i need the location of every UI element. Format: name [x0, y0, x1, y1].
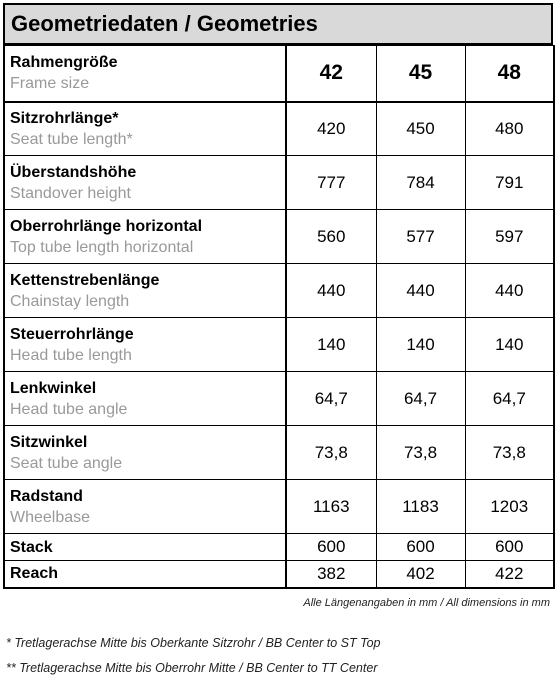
table-row: Stack 600 600 600: [3, 533, 555, 561]
table-row: Oberrohrlänge horizontal Top tube length…: [3, 209, 555, 264]
size-header: 48: [464, 45, 555, 103]
row-label-en: Top tube length horizontal: [10, 238, 194, 256]
row-label: Oberrohrlänge horizontal Top tube length…: [3, 209, 287, 264]
size-header: 45: [375, 45, 466, 103]
table-cell: 140: [375, 317, 466, 372]
table-cell: 140: [464, 317, 555, 372]
table-cell: 600: [464, 533, 555, 561]
footnote: ** Tretlagerachse Mitte bis Oberrohr Mit…: [6, 661, 378, 675]
row-label-de: Stack: [10, 538, 53, 556]
table-cell: 140: [285, 317, 377, 372]
size-header: 42: [285, 45, 377, 103]
table-cell: 791: [464, 155, 555, 210]
table-cell: 600: [285, 533, 377, 561]
table-cell: 1163: [285, 479, 377, 534]
row-label: Überstandshöhe Standover height: [3, 155, 287, 210]
table-cell: 64,7: [285, 371, 377, 426]
row-label-en: Frame size: [10, 75, 90, 93]
row-label-en: Seat tube length*: [10, 130, 133, 148]
table-row: Lenkwinkel Head tube angle 64,7 64,7 64,…: [3, 371, 555, 426]
table-cell: 382: [285, 560, 377, 589]
row-label-en: Chainstay length: [10, 292, 130, 310]
row-label: Sitzrohrlänge* Seat tube length*: [3, 101, 287, 156]
row-label-de: Steuerrohrlänge: [10, 325, 134, 343]
table-cell: 73,8: [375, 425, 466, 480]
row-label-de: Radstand: [10, 487, 83, 505]
table-cell: 440: [375, 263, 466, 318]
table-row: Überstandshöhe Standover height 777 784 …: [3, 155, 555, 210]
table-row: Radstand Wheelbase 1163 1183 1203: [3, 479, 555, 534]
table-cell: 1203: [464, 479, 555, 534]
row-label: Sitzwinkel Seat tube angle: [3, 425, 287, 480]
row-label-de: Sitzwinkel: [10, 433, 88, 451]
table-row: Reach 382 402 422: [3, 560, 555, 589]
row-label-de: Kettenstrebenlänge: [10, 271, 160, 289]
geometry-table: Rahmengröße Frame size 42 45 48 Sitzrohr…: [3, 45, 555, 589]
table-row: Sitzwinkel Seat tube angle 73,8 73,8 73,…: [3, 425, 555, 480]
table-row: Kettenstrebenlänge Chainstay length 440 …: [3, 263, 555, 318]
table-row: Steuerrohrlänge Head tube length 140 140…: [3, 317, 555, 372]
row-label-en: Head tube angle: [10, 400, 128, 418]
row-label: Kettenstrebenlänge Chainstay length: [3, 263, 287, 318]
table-cell: 73,8: [464, 425, 555, 480]
table-cell: 64,7: [375, 371, 466, 426]
table-cell: 784: [375, 155, 466, 210]
row-label-de: Lenkwinkel: [10, 379, 97, 397]
row-label-de: Oberrohrlänge horizontal: [10, 217, 203, 235]
table-row: Sitzrohrlänge* Seat tube length* 420 450…: [3, 101, 555, 156]
row-label-de: Sitzrohrlänge*: [10, 109, 119, 127]
row-label: Lenkwinkel Head tube angle: [3, 371, 287, 426]
table-cell: 597: [464, 209, 555, 264]
table-title: Geometriedaten / Geometries: [3, 3, 553, 45]
table-cell: 577: [375, 209, 466, 264]
row-label-en: Wheelbase: [10, 508, 91, 526]
table-cell: 64,7: [464, 371, 555, 426]
row-label: Stack: [3, 533, 287, 561]
table-cell: 440: [464, 263, 555, 318]
table-cell: 1183: [375, 479, 466, 534]
table-cell: 600: [375, 533, 466, 561]
row-label: Steuerrohrlänge Head tube length: [3, 317, 287, 372]
table-cell: 402: [375, 560, 466, 589]
table-cell: 440: [285, 263, 377, 318]
footnote: * Tretlagerachse Mitte bis Oberkante Sit…: [6, 636, 381, 650]
table-cell: 560: [285, 209, 377, 264]
row-label: Reach: [3, 560, 287, 589]
row-label-de: Rahmengröße: [10, 54, 118, 72]
table-cell: 73,8: [285, 425, 377, 480]
row-label: Radstand Wheelbase: [3, 479, 287, 534]
table-cell: 777: [285, 155, 377, 210]
row-label-en: Seat tube angle: [10, 454, 123, 472]
geometry-sheet: Geometriedaten / Geometries Rahmengröße …: [3, 3, 555, 589]
row-label-en: Head tube length: [10, 346, 132, 364]
row-label-de: Überstandshöhe: [10, 163, 137, 181]
unit-note: Alle Längenangaben in mm / All dimension…: [303, 597, 550, 609]
header-row: Rahmengröße Frame size 42 45 48: [3, 45, 555, 103]
table-cell: 422: [464, 560, 555, 589]
row-label-de: Reach: [10, 565, 59, 583]
table-cell: 480: [464, 101, 555, 156]
frame-size-label: Rahmengröße Frame size: [3, 45, 287, 103]
table-cell: 450: [375, 101, 466, 156]
table-cell: 420: [285, 101, 377, 156]
row-label-en: Standover height: [10, 184, 131, 202]
